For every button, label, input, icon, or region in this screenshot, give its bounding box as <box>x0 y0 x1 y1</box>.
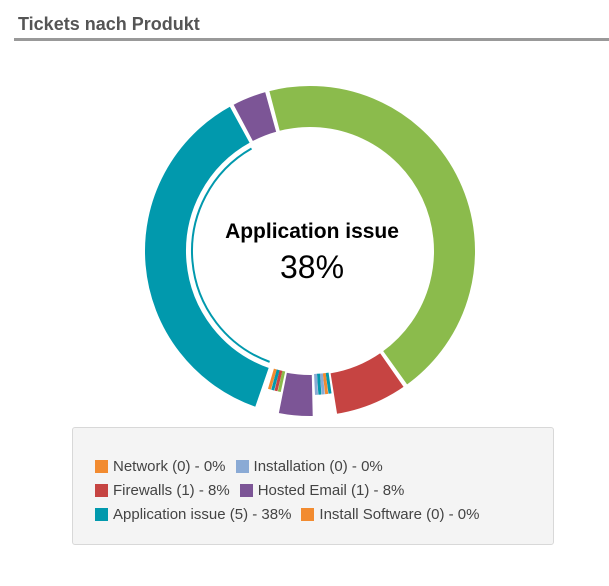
slice-firewalls[interactable] <box>328 350 407 417</box>
zero-slice-mark <box>274 370 283 392</box>
donut-chart: Application issue 38% <box>143 84 477 418</box>
center-value: 38% <box>280 249 344 285</box>
legend-item[interactable]: Firewalls (1) - 8% <box>95 482 230 499</box>
zero-slice-mark <box>322 373 329 395</box>
zero-slice-mark <box>271 369 280 391</box>
legend-row: Application issue (5) - 38% Install Softw… <box>95 502 553 526</box>
legend-label: Firewalls (1) - 8% <box>113 481 230 499</box>
legend-swatch <box>235 459 249 473</box>
legend-label: Application issue (5) - 38% <box>113 505 292 523</box>
legend-swatch <box>301 507 315 521</box>
legend-row: Firewalls (1) - 8% Hosted Email (1) - 8% <box>95 478 553 502</box>
slice-other[interactable] <box>266 84 477 388</box>
legend-item[interactable]: Application issue (5) - 38% <box>95 506 291 523</box>
center-label: Application issue <box>225 220 399 243</box>
slice-hosted-email[interactable] <box>230 89 279 144</box>
legend-item[interactable]: Install Software (0) - 0% <box>301 506 479 523</box>
legend-swatch <box>239 483 253 497</box>
widget-title: Tickets nach Produkt <box>18 14 200 34</box>
legend-label: Install Software (0) - 0% <box>319 505 480 523</box>
legend-label: Installation (0) - 0% <box>253 457 383 475</box>
legend-swatch <box>95 459 108 473</box>
legend-item[interactable]: Network (0) - 0% <box>95 458 226 475</box>
highlight-arc <box>191 147 270 363</box>
zero-slice-mark <box>267 368 277 390</box>
zero-slice-mark <box>277 370 286 393</box>
legend-label: Network (0) - 0% <box>113 457 226 475</box>
slice-hosted-email[interactable] <box>276 370 315 418</box>
legend-swatch <box>95 483 108 497</box>
legend-item[interactable]: Installation (0) - 0% <box>235 457 383 475</box>
title-divider <box>14 38 609 41</box>
legend-label: Hosted Email (1) - 8% <box>257 481 405 499</box>
zero-slice-mark <box>319 373 325 395</box>
legend-item[interactable]: Hosted Email (1) - 8% <box>239 481 405 499</box>
zero-slice-mark <box>314 373 319 395</box>
chart-legend: Network (0) - 0% Installation (0) - 0% Fir… <box>72 427 554 545</box>
zero-slice-mark <box>316 373 322 395</box>
zero-slice-mark <box>325 372 332 394</box>
legend-row: Network (0) - 0% Installation (0) - 0% <box>95 454 553 478</box>
slice-application-issue[interactable] <box>143 104 272 410</box>
legend-swatch <box>95 507 108 521</box>
